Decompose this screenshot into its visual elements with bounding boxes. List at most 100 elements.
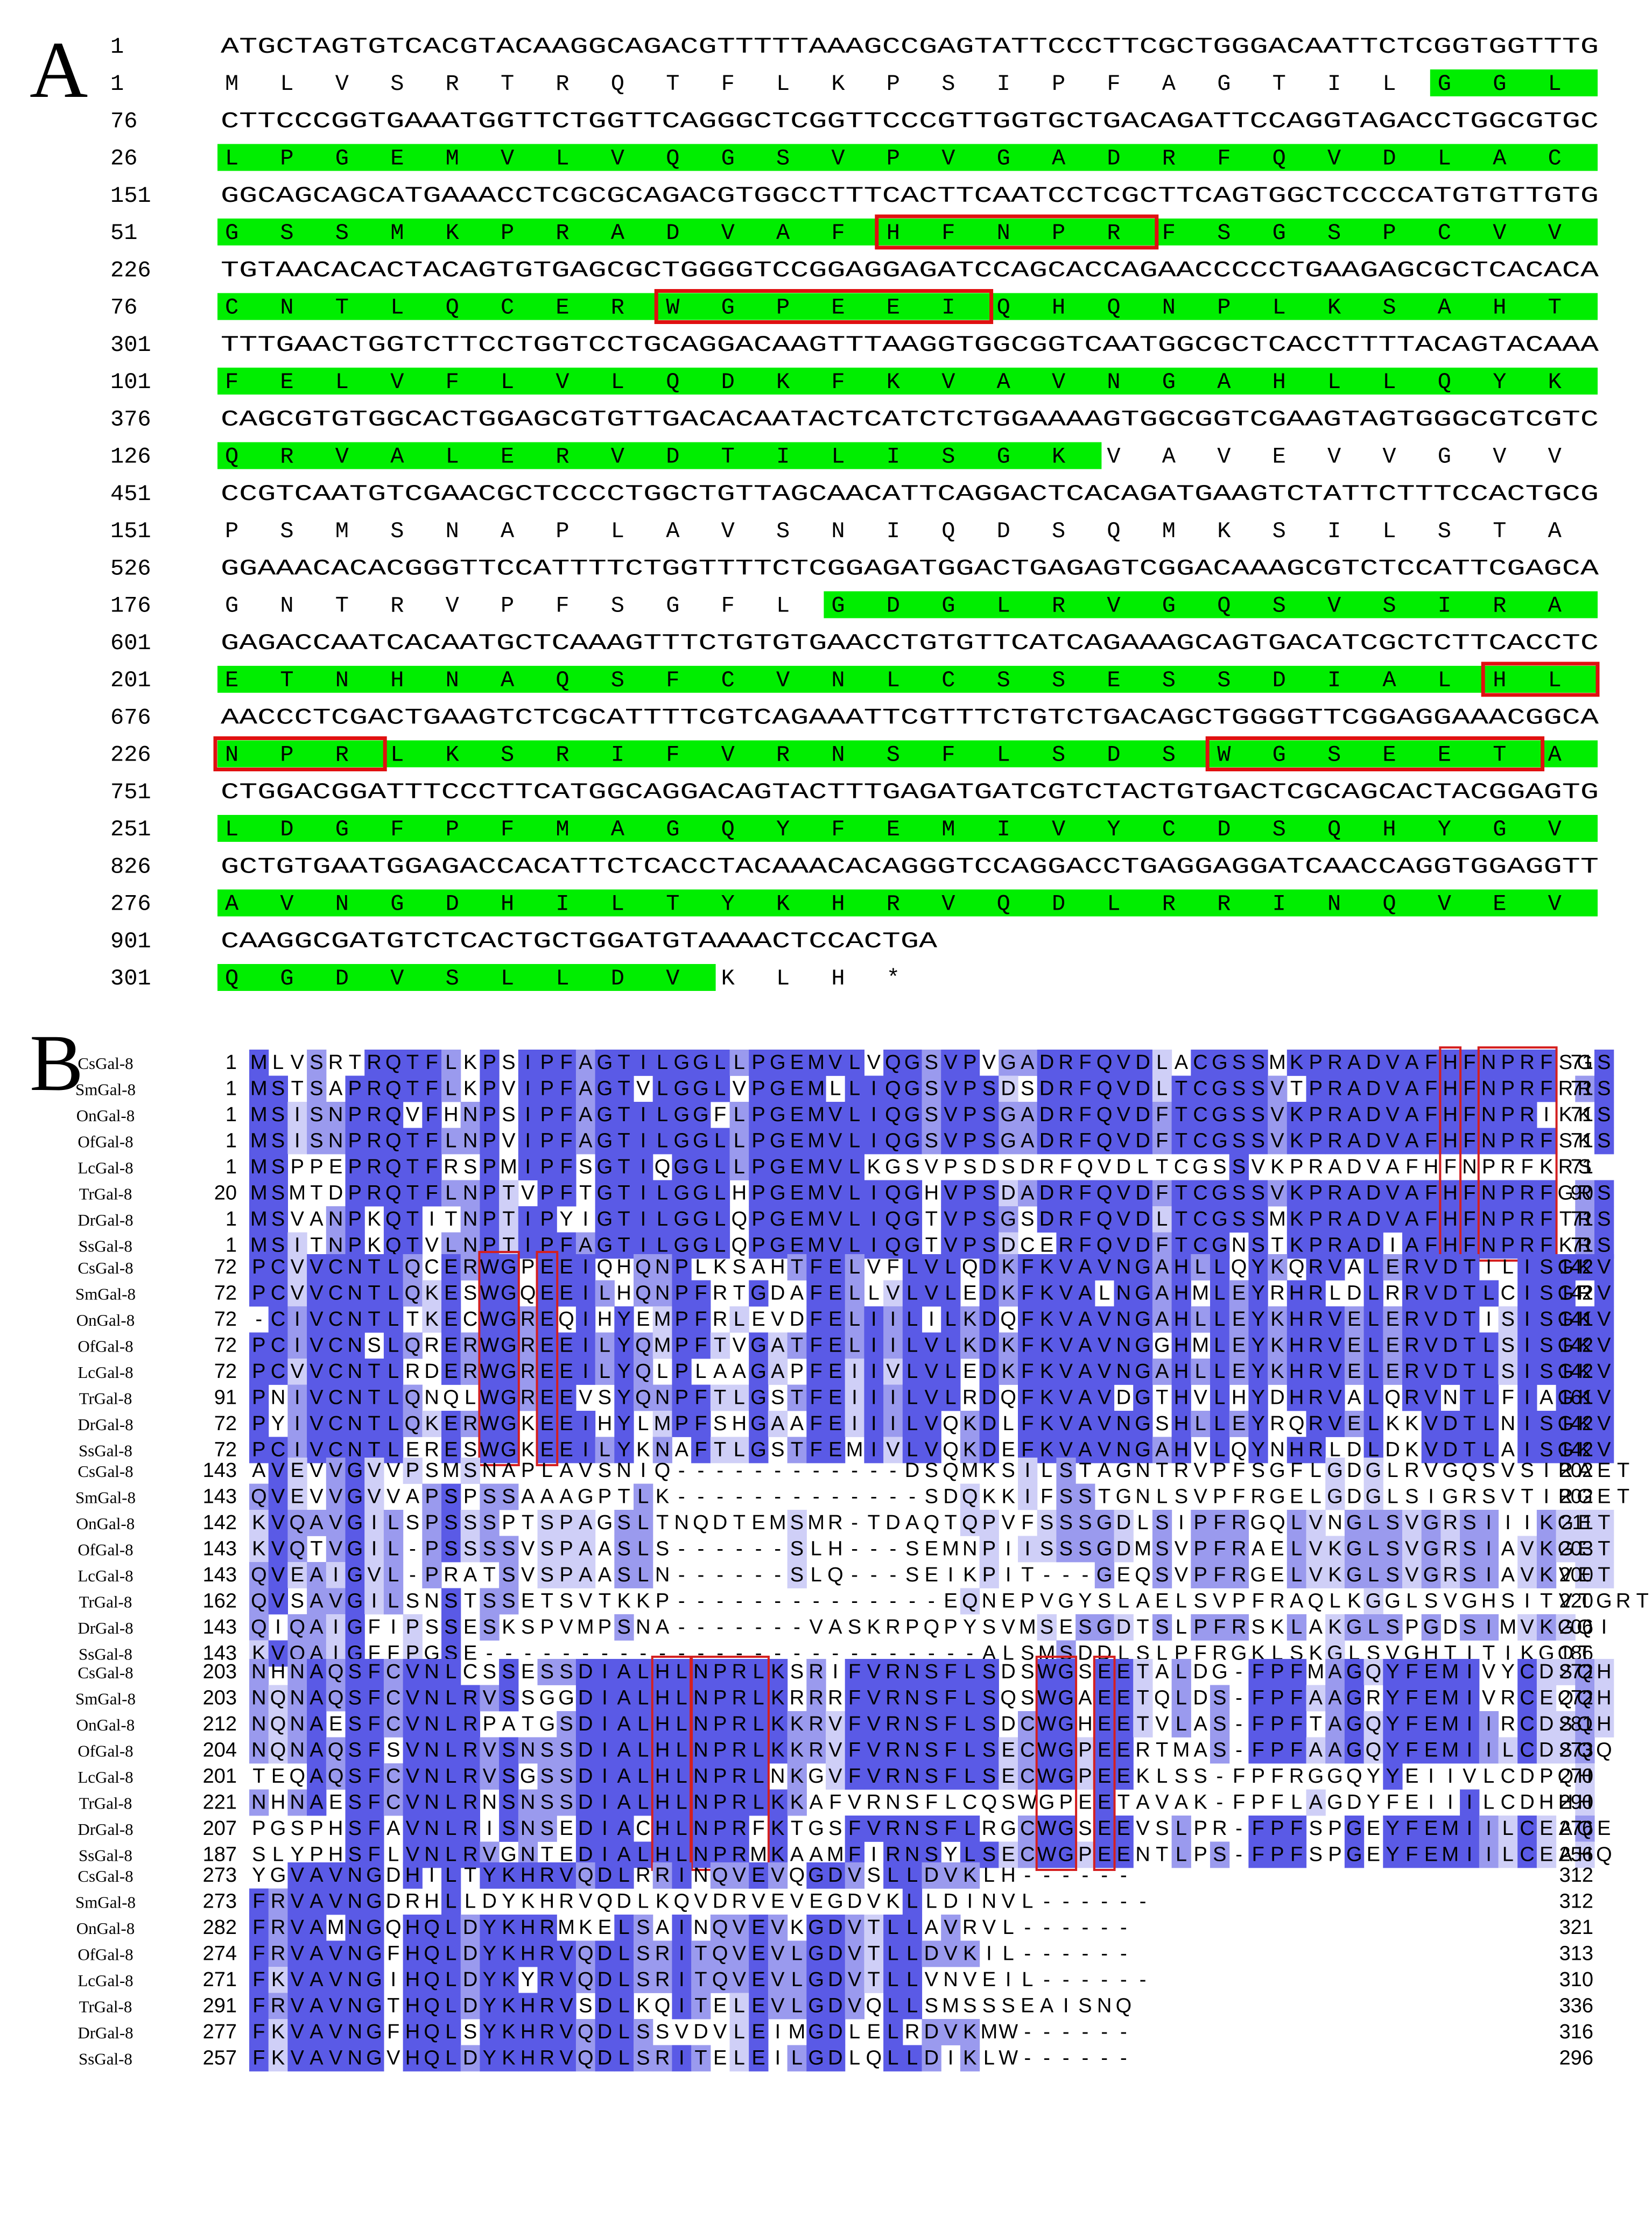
aligned-residue: L	[445, 1890, 456, 1913]
aligned-residue: N	[251, 1713, 266, 1735]
aligned-residue: A	[771, 1334, 785, 1357]
aligned-residue: P	[521, 1256, 535, 1278]
aligned-residue: L	[1176, 1661, 1187, 1683]
aligned-residue: S	[1252, 1208, 1265, 1230]
aligned-residue: C	[1193, 1130, 1207, 1152]
aligned-residue: A	[1193, 1713, 1207, 1735]
aligned-residue: N	[1270, 1439, 1284, 1461]
amino-acid: V	[1052, 369, 1065, 395]
aligned-residue: E	[540, 1282, 554, 1305]
aligned-residue: A	[598, 1538, 612, 1560]
aligned-residue: T	[541, 1590, 553, 1613]
aligned-residue: L	[1368, 1282, 1379, 1305]
aligned-residue: D	[1039, 1130, 1054, 1152]
aligned-residue: A	[579, 1538, 593, 1560]
aligned-residue: Y	[617, 1308, 630, 1331]
aligned-residue: L	[734, 1995, 745, 2017]
alignment-row: CsGal-8 203 N H N A Q S F C V N L C S S E S S D I A L H L N P R L K S R…	[78, 1659, 1614, 1685]
aligned-residue: V	[1328, 1334, 1342, 1357]
aligned-residue: Q	[635, 1334, 651, 1357]
aligned-residue: H	[424, 1890, 439, 1913]
aligned-residue: V	[329, 1943, 343, 1965]
conservation-shade	[1575, 1075, 1595, 1102]
aligned-residue: L	[1137, 1511, 1148, 1534]
aligned-residue: G	[1000, 1051, 1016, 1074]
amino-acid: A	[225, 891, 239, 917]
amino-acid: S	[501, 742, 514, 768]
aligned-residue: S	[559, 1661, 573, 1683]
aligned-residue: M	[500, 1156, 517, 1178]
aligned-residue: A	[905, 1511, 919, 1534]
aligned-residue: S	[1386, 1564, 1399, 1586]
aligned-residue: L	[714, 1130, 726, 1152]
amino-acid: Q	[1382, 891, 1396, 917]
aligned-residue: I	[986, 1943, 992, 1965]
aligned-residue: L	[791, 1995, 803, 2017]
aligned-residue: Q	[981, 1791, 997, 1814]
start-position: 1	[226, 1156, 237, 1178]
amino-acid: I	[611, 742, 624, 768]
aligned-residue: I	[1543, 1486, 1549, 1508]
aligned-residue: E	[828, 1256, 842, 1278]
aligned-residue: Q	[924, 1511, 940, 1534]
residue-number: 1	[110, 71, 124, 97]
aligned-residue: M	[250, 1182, 268, 1205]
aligned-residue: Q	[1289, 1412, 1305, 1435]
aligned-residue: V	[1597, 1439, 1611, 1461]
amino-acid: R	[1052, 593, 1065, 619]
aligned-residue: F	[1233, 1791, 1245, 1814]
conservation-shade	[383, 1050, 404, 1076]
aligned-residue: K	[1290, 1208, 1303, 1230]
amino-acid: F	[666, 742, 679, 768]
aligned-residue: E	[1117, 1713, 1130, 1735]
amino-acid: V	[1382, 444, 1396, 470]
conservation-shade	[441, 1075, 461, 1102]
aligned-residue: A	[617, 1817, 631, 1840]
aligned-residue: P	[540, 1103, 554, 1126]
aligned-residue: L	[1502, 1739, 1514, 1762]
aligned-residue: I	[1524, 1511, 1530, 1534]
species-name: TrGal-8	[79, 1185, 132, 1204]
aligned-residue: N	[348, 1360, 362, 1383]
aligned-residue: N	[348, 1864, 362, 1887]
aligned-residue: P	[1193, 1564, 1207, 1586]
amino-acid: Q	[1107, 295, 1120, 321]
aligned-residue: T	[791, 1334, 803, 1357]
aligned-residue: G	[904, 1182, 920, 1205]
aligned-residue: L	[1502, 1817, 1514, 1840]
aligned-residue: D	[463, 1995, 477, 2017]
aligned-residue: V	[1098, 1412, 1112, 1435]
aligned-residue: V	[867, 1890, 881, 1913]
aligned-residue: V	[1001, 1890, 1015, 1913]
aligned-residue: A	[521, 1486, 535, 1508]
aligned-residue: L	[637, 1713, 649, 1735]
aligned-residue: I	[1486, 1256, 1492, 1278]
aligned-residue: D	[597, 1864, 612, 1887]
aligned-residue: P	[483, 1713, 496, 1735]
aligned-residue: S	[1597, 1130, 1611, 1152]
aligned-residue: P	[905, 1616, 919, 1638]
aligned-residue: G	[904, 1234, 920, 1257]
amino-acid: G	[666, 817, 679, 842]
aligned-residue: Y	[483, 1916, 496, 1939]
aligned-residue: K	[771, 1713, 784, 1735]
aligned-residue: Q	[943, 1412, 959, 1435]
aligned-residue: Y	[1367, 1791, 1380, 1814]
aligned-residue: I	[890, 1412, 896, 1435]
aligned-residue: N	[693, 1765, 708, 1788]
aligned-residue: E	[1059, 1616, 1073, 1638]
aligned-residue: G	[597, 1511, 613, 1534]
aligned-residue: L	[734, 1130, 745, 1152]
aligned-residue: K	[1270, 1360, 1284, 1383]
aligned-residue: V	[559, 1616, 573, 1638]
aligned-residue: R	[463, 1739, 477, 1762]
aligned-residue: -	[1101, 2047, 1108, 2070]
aligned-residue: -	[793, 1590, 800, 1613]
aligned-residue: L	[657, 1360, 668, 1383]
aligned-residue: L	[849, 1078, 860, 1100]
nucleotide-sequence: AACCCTCGACTGAAGTCTCGCATTTTCGTCAGAAATTCGT…	[221, 705, 1599, 731]
aligned-residue: L	[637, 1511, 649, 1534]
aligned-residue: I	[641, 1182, 646, 1205]
aligned-residue: V	[925, 1156, 939, 1178]
aligned-residue: E	[559, 1334, 573, 1357]
